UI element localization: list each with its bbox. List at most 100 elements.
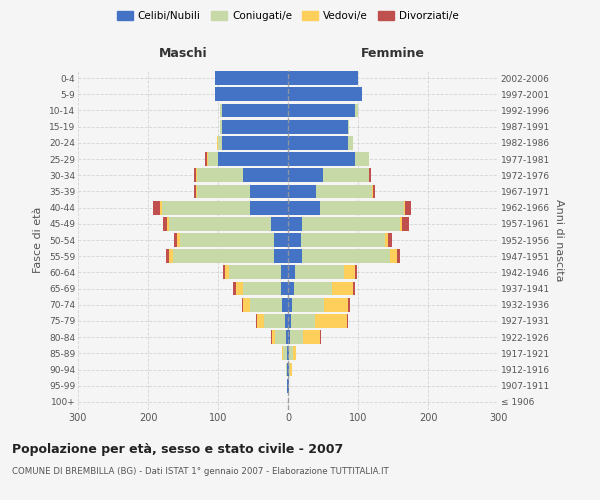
- Bar: [293, 282, 332, 296]
- Bar: [288, 282, 293, 296]
- Bar: [303, 330, 320, 344]
- Bar: [274, 250, 288, 263]
- Bar: [173, 250, 274, 263]
- Bar: [388, 233, 392, 247]
- Bar: [344, 266, 355, 280]
- Bar: [288, 379, 289, 392]
- Bar: [288, 362, 289, 376]
- Bar: [288, 71, 358, 85]
- Bar: [208, 152, 218, 166]
- Bar: [272, 330, 275, 344]
- Bar: [220, 120, 221, 134]
- Bar: [174, 233, 178, 247]
- Bar: [167, 217, 169, 230]
- Bar: [220, 104, 221, 118]
- Bar: [257, 314, 263, 328]
- Bar: [194, 184, 196, 198]
- Bar: [332, 282, 353, 296]
- Bar: [372, 184, 373, 198]
- Bar: [287, 346, 288, 360]
- Bar: [373, 184, 375, 198]
- Bar: [385, 233, 388, 247]
- Bar: [291, 314, 316, 328]
- Bar: [316, 314, 347, 328]
- Bar: [295, 266, 344, 280]
- Bar: [281, 266, 288, 280]
- Bar: [288, 314, 291, 328]
- Bar: [196, 184, 197, 198]
- Bar: [275, 330, 286, 344]
- Text: COMUNE DI BREMBILLA (BG) - Dati ISTAT 1° gennaio 2007 - Elaborazione TUTTITALIA.: COMUNE DI BREMBILLA (BG) - Dati ISTAT 1°…: [12, 468, 389, 476]
- Bar: [284, 314, 288, 328]
- Legend: Celibi/Nubili, Coniugati/e, Vedovi/e, Divorziati/e: Celibi/Nubili, Coniugati/e, Vedovi/e, Di…: [114, 8, 462, 24]
- Bar: [194, 168, 196, 182]
- Bar: [169, 217, 271, 230]
- Y-axis label: Anni di nascita: Anni di nascita: [554, 198, 564, 281]
- Bar: [218, 136, 221, 149]
- Bar: [323, 168, 368, 182]
- Bar: [286, 362, 287, 376]
- Bar: [153, 200, 160, 214]
- Bar: [288, 168, 323, 182]
- Bar: [221, 120, 288, 134]
- Bar: [288, 104, 355, 118]
- Text: Femmine: Femmine: [361, 47, 425, 60]
- Bar: [197, 168, 242, 182]
- Bar: [288, 233, 301, 247]
- Bar: [256, 314, 257, 328]
- Bar: [404, 200, 405, 214]
- Bar: [301, 233, 385, 247]
- Bar: [288, 266, 295, 280]
- Bar: [179, 233, 274, 247]
- Bar: [288, 330, 290, 344]
- Bar: [397, 250, 400, 263]
- Bar: [369, 168, 371, 182]
- Text: Popolazione per età, sesso e stato civile - 2007: Popolazione per età, sesso e stato civil…: [12, 442, 343, 456]
- Bar: [288, 120, 347, 134]
- Bar: [368, 152, 369, 166]
- Bar: [229, 266, 281, 280]
- Bar: [242, 298, 243, 312]
- Bar: [178, 233, 179, 247]
- Bar: [223, 266, 225, 280]
- Bar: [207, 152, 208, 166]
- Bar: [347, 136, 353, 149]
- Bar: [218, 152, 288, 166]
- Bar: [217, 136, 218, 149]
- Y-axis label: Fasce di età: Fasce di età: [34, 207, 43, 273]
- Bar: [250, 184, 288, 198]
- Bar: [320, 200, 404, 214]
- Bar: [288, 250, 302, 263]
- Bar: [160, 200, 162, 214]
- Bar: [163, 217, 167, 230]
- Bar: [221, 104, 288, 118]
- Bar: [283, 346, 287, 360]
- Bar: [250, 298, 282, 312]
- Text: Maschi: Maschi: [158, 47, 208, 60]
- Bar: [402, 217, 409, 230]
- Bar: [348, 298, 350, 312]
- Bar: [287, 379, 288, 392]
- Bar: [288, 200, 320, 214]
- Bar: [274, 233, 288, 247]
- Bar: [324, 298, 348, 312]
- Bar: [271, 330, 272, 344]
- Bar: [263, 314, 284, 328]
- Bar: [355, 266, 356, 280]
- Bar: [368, 168, 369, 182]
- Bar: [281, 282, 288, 296]
- Bar: [287, 362, 288, 376]
- Bar: [286, 330, 288, 344]
- Bar: [288, 346, 289, 360]
- Bar: [355, 152, 368, 166]
- Bar: [215, 71, 288, 85]
- Bar: [250, 200, 288, 214]
- Bar: [225, 266, 229, 280]
- Bar: [197, 184, 250, 198]
- Bar: [347, 120, 349, 134]
- Bar: [205, 152, 207, 166]
- Bar: [289, 346, 293, 360]
- Bar: [302, 250, 389, 263]
- Bar: [292, 298, 324, 312]
- Bar: [221, 136, 288, 149]
